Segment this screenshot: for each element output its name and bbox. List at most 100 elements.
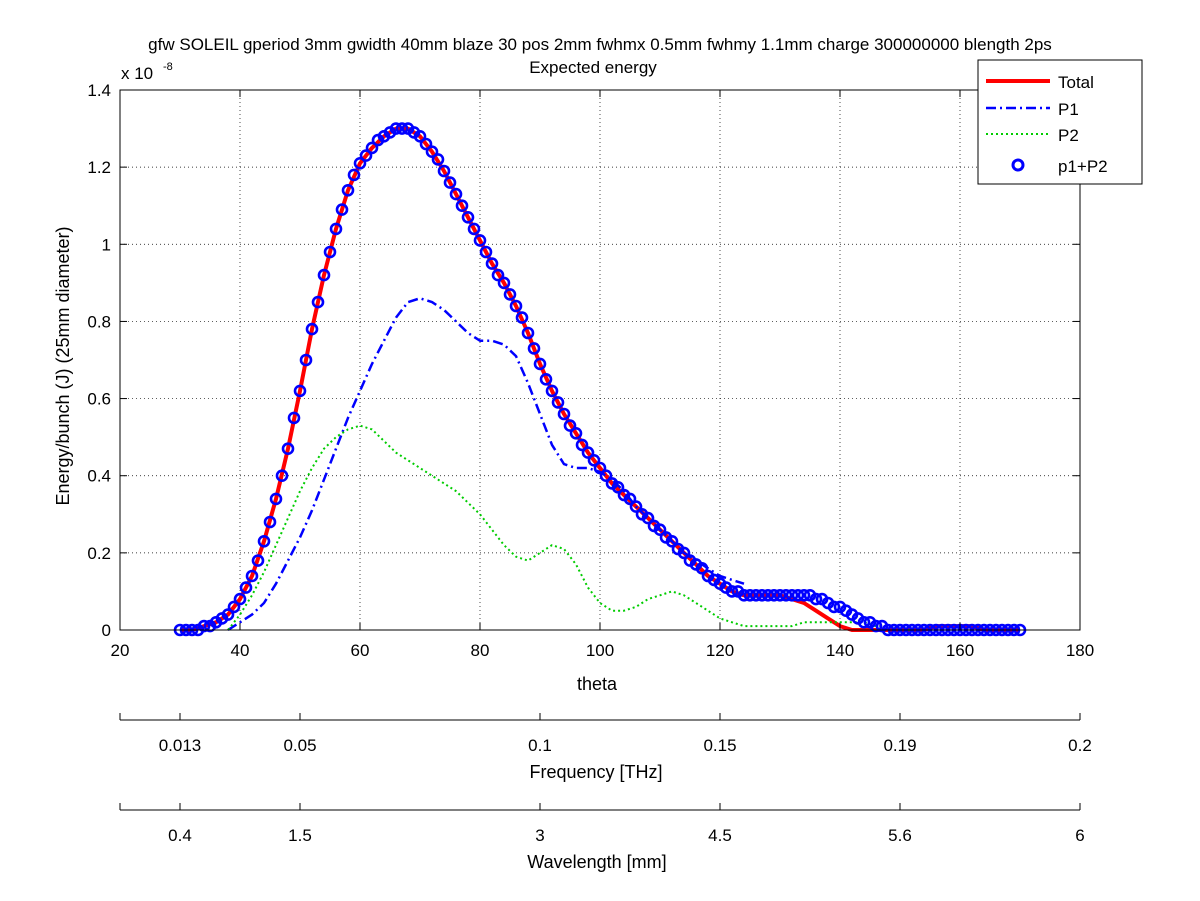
y-tick-label: 0 <box>102 621 111 640</box>
data-point-p1-plus-p2 <box>317 268 331 282</box>
data-point-p1-plus-p2 <box>389 122 403 135</box>
series-p1-plus-p2-markers <box>173 122 1027 637</box>
data-point-p1-plus-p2 <box>809 592 823 606</box>
secondary-tick-label: 1.5 <box>288 826 312 845</box>
y-exponent-base: x 10 <box>121 64 153 83</box>
frequency-axis-label: Frequency [THz] <box>529 762 662 782</box>
data-point-p1-plus-p2 <box>761 588 775 602</box>
data-point-p1-plus-p2 <box>779 588 793 602</box>
y-tick-label: 1 <box>102 235 111 254</box>
data-point-p1-plus-p2 <box>599 469 613 483</box>
y-axis: 0 0.2 0.4 0.6 0.8 1 1.2 1.4 <box>87 81 1080 640</box>
data-point-p1-plus-p2 <box>419 137 433 151</box>
y-exponent-power: -8 <box>163 61 173 73</box>
data-point-p1-plus-p2 <box>347 168 361 182</box>
frequency-axis: 0.013 0.05 0.1 0.15 0.19 0.2 <box>119 713 1092 755</box>
legend-label-p1p2: p1+P2 <box>1058 157 1108 176</box>
data-point-p1-plus-p2 <box>329 222 343 236</box>
data-point-p1-plus-p2 <box>797 588 811 602</box>
data-point-p1-plus-p2 <box>263 515 277 529</box>
wavelength-axis: 0.4 1.5 3 4.5 5.6 6 <box>119 803 1085 845</box>
data-point-p1-plus-p2 <box>461 211 475 224</box>
data-point-p1-plus-p2 <box>569 426 583 440</box>
legend: Total P1 P2 p1+P2 <box>977 59 1143 185</box>
data-point-p1-plus-p2 <box>491 268 505 282</box>
data-point-p1-plus-p2 <box>299 353 313 367</box>
data-point-p1-plus-p2 <box>257 534 271 548</box>
data-point-p1-plus-p2 <box>653 523 667 537</box>
secondary-tick-label: 4.5 <box>708 826 732 845</box>
x-tick-label: 80 <box>471 641 490 660</box>
secondary-tick-label: 3 <box>535 826 544 845</box>
data-point-p1-plus-p2 <box>611 480 625 494</box>
y-tick-label: 1.2 <box>87 158 111 177</box>
data-point-p1-plus-p2 <box>251 554 265 567</box>
data-point-p1-plus-p2 <box>521 326 535 340</box>
data-point-p1-plus-p2 <box>395 122 409 135</box>
chart-subtitle: Expected energy <box>529 58 657 77</box>
grid-lines <box>120 90 1080 630</box>
data-point-p1-plus-p2 <box>227 600 241 614</box>
secondary-tick-label: 0.013 <box>159 736 202 755</box>
data-point-p1-plus-p2 <box>665 534 679 548</box>
data-point-p1-plus-p2 <box>305 322 319 336</box>
data-point-p1-plus-p2 <box>275 469 289 483</box>
legend-swatch-p1p2 <box>1011 158 1025 172</box>
secondary-tick-label: 0.19 <box>883 736 916 755</box>
data-point-p1-plus-p2 <box>281 442 295 456</box>
y-tick-label: 0.8 <box>87 312 111 331</box>
data-point-p1-plus-p2 <box>587 453 601 467</box>
data-point-p1-plus-p2 <box>359 149 373 162</box>
data-point-p1-plus-p2 <box>233 592 247 606</box>
x-tick-label: 140 <box>826 641 854 660</box>
data-point-p1-plus-p2 <box>563 419 577 432</box>
secondary-tick-label: 0.4 <box>168 826 192 845</box>
data-point-p1-plus-p2 <box>497 276 511 290</box>
y-tick-label: 1.4 <box>87 81 111 100</box>
series-line-p1 <box>227 297 745 632</box>
data-point-p1-plus-p2 <box>743 588 757 602</box>
x-tick-label: 160 <box>946 641 974 660</box>
data-point-p1-plus-p2 <box>641 511 655 525</box>
secondary-tick-label: 0.2 <box>1068 736 1092 755</box>
data-point-p1-plus-p2 <box>785 588 799 602</box>
data-point-p1-plus-p2 <box>221 608 235 621</box>
legend-label-p2: P2 <box>1058 126 1079 145</box>
data-point-p1-plus-p2 <box>551 396 565 409</box>
data-point-p1-plus-p2 <box>269 492 283 506</box>
data-point-p1-plus-p2 <box>527 342 541 355</box>
data-point-p1-plus-p2 <box>413 130 427 143</box>
series-layer <box>173 122 1027 637</box>
data-point-p1-plus-p2 <box>311 295 325 309</box>
data-point-p1-plus-p2 <box>755 588 769 602</box>
data-point-p1-plus-p2 <box>725 585 739 598</box>
data-point-p1-plus-p2 <box>749 588 763 602</box>
x-axis: 20 40 60 80 100 120 140 160 180 <box>111 90 1094 660</box>
x-tick-label: 40 <box>231 641 250 660</box>
data-point-p1-plus-p2 <box>245 569 259 583</box>
data-point-p1-plus-p2 <box>449 187 463 201</box>
data-point-p1-plus-p2 <box>365 141 379 155</box>
x-tick-label: 180 <box>1066 641 1094 660</box>
data-point-p1-plus-p2 <box>485 257 499 270</box>
data-point-p1-plus-p2 <box>677 546 691 560</box>
secondary-tick-label: 5.6 <box>888 826 912 845</box>
data-point-p1-plus-p2 <box>335 203 349 216</box>
data-point-p1-plus-p2 <box>341 184 355 197</box>
secondary-tick-label: 0.05 <box>283 736 316 755</box>
data-point-p1-plus-p2 <box>467 222 481 236</box>
data-point-p1-plus-p2 <box>695 561 709 575</box>
data-point-p1-plus-p2 <box>773 588 787 602</box>
data-point-p1-plus-p2 <box>437 164 451 178</box>
y-tick-label: 0.6 <box>87 390 111 409</box>
secondary-tick-label: 0.15 <box>703 736 736 755</box>
x-tick-label: 60 <box>351 641 370 660</box>
x-axis-label: theta <box>577 674 618 694</box>
data-point-p1-plus-p2 <box>473 234 487 247</box>
data-point-p1-plus-p2 <box>479 245 493 259</box>
data-point-p1-plus-p2 <box>353 157 367 170</box>
data-point-p1-plus-p2 <box>509 299 523 313</box>
data-point-p1-plus-p2 <box>629 500 643 513</box>
legend-label-p1: P1 <box>1058 100 1079 119</box>
